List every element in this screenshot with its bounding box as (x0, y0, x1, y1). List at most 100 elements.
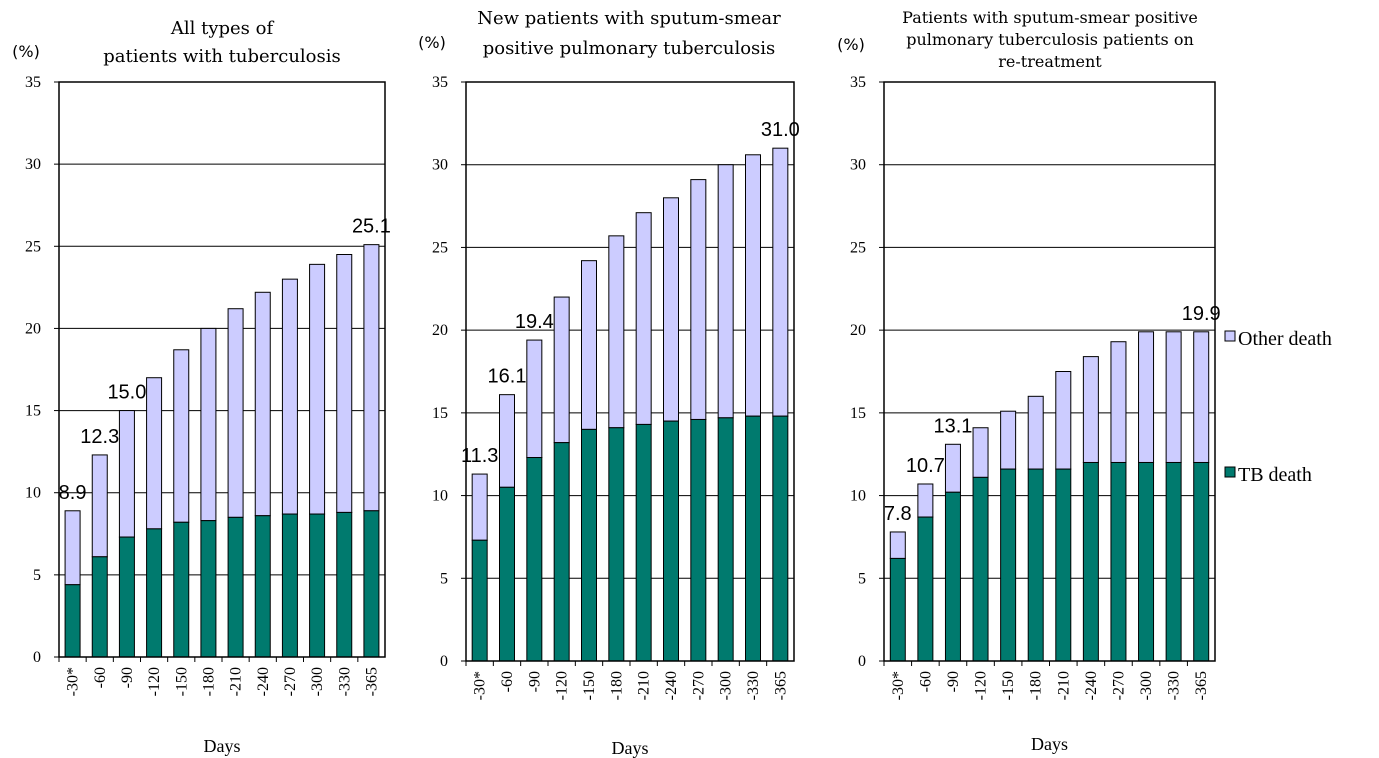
chart-title-line: patients with tuberculosis (103, 46, 341, 67)
bar-other-death (944, 443, 961, 493)
bar-other-death (663, 197, 679, 422)
bar-other-death (471, 473, 488, 541)
bar-tb-death (1055, 468, 1072, 662)
data-label: 10.7 (906, 455, 945, 477)
y-tick-label: 10 (25, 485, 41, 502)
x-tick-label: -120 (554, 671, 571, 700)
x-tick-label: -150 (173, 667, 190, 696)
bar-other-death (917, 483, 934, 518)
x-tick-label: -180 (608, 671, 625, 700)
bar-other-death (581, 260, 597, 430)
x-tick-label: -210 (228, 667, 245, 696)
bar-tb-death (173, 521, 190, 658)
bar-other-death (772, 147, 789, 417)
x-tick-label: -60 (917, 671, 934, 692)
y-tick-label: 0 (440, 653, 448, 670)
x-axis-label: Days (204, 736, 241, 756)
x-tick-label: -30* (890, 671, 907, 700)
bar-tb-death (772, 415, 789, 662)
bar-other-death (1138, 331, 1155, 463)
bar-other-death (118, 410, 135, 538)
bar-other-death (336, 254, 353, 513)
bar-tb-death (363, 510, 380, 658)
legend-swatch-other-death (1224, 330, 1236, 342)
bar-other-death (745, 154, 761, 417)
x-tick-label: -365 (1193, 671, 1210, 700)
data-label: 31.0 (761, 119, 800, 141)
x-tick-label: -180 (200, 667, 217, 696)
y-tick-label: 15 (850, 405, 866, 422)
x-tick-label: -210 (1055, 671, 1072, 700)
y-tick-label: 30 (432, 157, 448, 174)
x-tick-label: -90 (526, 671, 543, 692)
bar-tb-death (281, 513, 298, 658)
x-tick-label: -210 (636, 671, 653, 700)
y-tick-label: 10 (850, 488, 866, 505)
bar-tb-death (663, 420, 679, 662)
data-label: 11.3 (461, 445, 498, 467)
bar-other-death (526, 339, 543, 459)
data-label: 19.9 (1182, 303, 1221, 325)
x-tick-label: -60 (92, 667, 109, 688)
bar-tb-death (118, 536, 135, 658)
chart-panel-1: All types of patients with tuberculosis (%… (12, 18, 391, 756)
bar-other-death (91, 454, 108, 558)
chart-panel-3: Patients with sputum-smear positive pulmo… (837, 8, 1221, 754)
x-tick-label: -365 (772, 671, 789, 700)
bar-other-death (553, 296, 570, 444)
x-tick-label: -270 (282, 667, 299, 696)
y-tick-label: 20 (850, 322, 866, 339)
x-tick-label: -300 (718, 671, 735, 700)
bar-tb-death (64, 584, 81, 658)
bar-other-death (173, 349, 190, 523)
y-tick-label: 35 (432, 74, 448, 91)
chart-title-line: pulmonary tuberculosis patients on (906, 30, 1194, 49)
y-unit-label: (%) (837, 35, 865, 54)
x-tick-label: -330 (745, 671, 762, 700)
x-tick-label: -150 (1000, 671, 1017, 700)
bar-tb-death (1165, 461, 1182, 662)
bar-tb-death (553, 442, 570, 662)
bar-tb-death (1138, 461, 1155, 662)
x-tick-label: -240 (663, 671, 680, 700)
x-tick-label: -365 (363, 667, 380, 696)
bar-tb-death (635, 423, 652, 662)
bar-other-death (889, 531, 906, 559)
chart-title-line: New patients with sputum-smear (477, 8, 781, 29)
data-label: 8.9 (59, 482, 87, 504)
bar-other-death (1055, 371, 1072, 470)
x-tick-label: -240 (255, 667, 272, 696)
y-tick-label: 25 (25, 238, 41, 255)
bar-tb-death (1027, 468, 1044, 662)
bar-tb-death (1193, 461, 1210, 662)
bar-other-death (254, 291, 271, 517)
bar-other-death (608, 235, 625, 429)
data-label: 16.1 (488, 366, 527, 388)
bar-tb-death (1110, 461, 1127, 662)
data-label: 19.4 (515, 311, 554, 333)
y-tick-label: 15 (432, 405, 448, 422)
y-tick-label: 5 (858, 570, 866, 587)
bar-tb-death (309, 513, 326, 658)
bar-tb-death (889, 557, 906, 662)
bar-other-death (1110, 341, 1127, 463)
x-tick-label: -90 (945, 671, 962, 692)
bar-other-death (363, 244, 380, 512)
y-tick-label: 20 (432, 322, 448, 339)
bar-tb-death (690, 418, 707, 662)
plot-frame (883, 81, 1216, 662)
legend-label-tb-death: TB death (1238, 464, 1312, 486)
legend-label-other-death: Other death (1238, 328, 1332, 350)
bar-tb-death (146, 528, 163, 658)
bar-tb-death (745, 415, 761, 662)
y-unit-label: (%) (12, 42, 40, 61)
chart-title-line: re-treatment (998, 52, 1102, 71)
x-tick-label: -330 (1166, 671, 1183, 700)
y-tick-label: 5 (440, 570, 448, 587)
bar-tb-death (91, 556, 108, 658)
data-label: 13.1 (933, 415, 972, 437)
bar-tb-death (471, 539, 488, 662)
bar-other-death (227, 308, 244, 518)
